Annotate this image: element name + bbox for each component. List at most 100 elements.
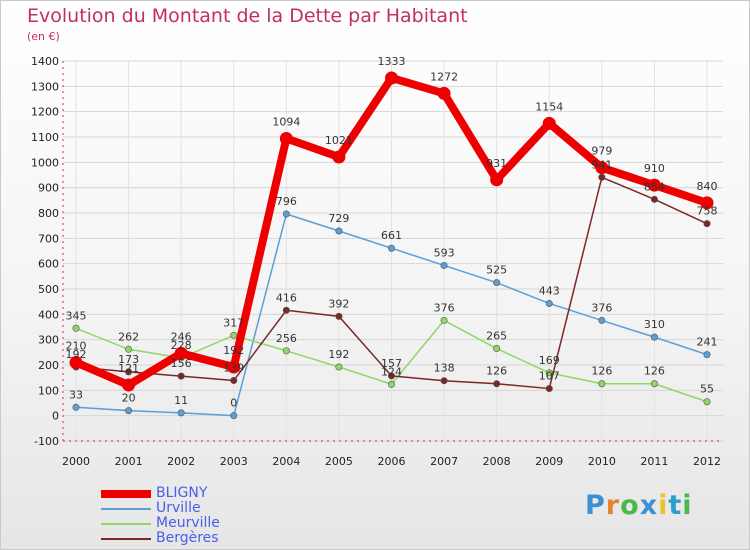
- data-point-bligny-2001: [122, 378, 136, 392]
- x-tick-label-2008: 2008: [483, 455, 511, 468]
- data-label-urville-2012: 241: [697, 336, 718, 349]
- y-tick-label--100: -100: [34, 435, 59, 448]
- data-labels: 33 20 11 0 796 729 661 593 525 443 376 310 241 345 262…: [66, 55, 718, 410]
- data-point-berg-res-2007: [440, 377, 448, 385]
- y-tick-label-1200: 1200: [31, 106, 59, 119]
- legend-label-berg-res: Bergères: [156, 530, 219, 546]
- data-label-berg-res-2002: 156: [171, 357, 192, 370]
- logo-letter: P: [585, 490, 606, 521]
- data-label-meurville-2000: 345: [66, 309, 87, 322]
- legend-label-meurville: Meurville: [156, 515, 220, 531]
- x-tick-label-2007: 2007: [430, 455, 458, 468]
- logo-letter: o: [620, 490, 640, 521]
- y-tick-label-300: 300: [38, 334, 59, 347]
- logo-letter: r: [605, 490, 621, 521]
- data-point-urville-2003: [230, 412, 238, 420]
- data-point-meurville-2010: [598, 380, 606, 388]
- data-label-bligny-2002: 246: [171, 330, 192, 343]
- data-label-urville-2000: 33: [69, 388, 83, 401]
- data-label-meurville-2012: 55: [700, 383, 714, 396]
- data-point-meurville-2012: [703, 398, 711, 406]
- data-label-berg-res-2006: 157: [381, 357, 402, 370]
- y-tick-labels: -100 0 100 200 300 400 500 600 700 800 900 1000 1100…: [31, 55, 59, 448]
- y-tick-label-200: 200: [38, 359, 59, 372]
- data-point-berg-res-2002: [177, 372, 185, 380]
- data-label-urville-2002: 11: [174, 394, 188, 407]
- data-label-meurville-2001: 262: [118, 330, 139, 343]
- data-label-berg-res-2003: 139: [223, 361, 244, 374]
- data-point-bligny-2008: [490, 173, 504, 187]
- data-point-meurville-2003: [230, 331, 238, 339]
- data-label-urville-2006: 661: [381, 229, 402, 242]
- y-tick-label-700: 700: [38, 232, 59, 245]
- y-tick-label-400: 400: [38, 308, 59, 321]
- data-point-urville-2005: [335, 227, 343, 235]
- data-point-bligny-2011: [647, 178, 661, 192]
- data-label-bligny-2011: 910: [644, 162, 665, 175]
- logo-letter: x: [639, 490, 659, 521]
- proxiti-logo: Proxiti: [585, 490, 693, 521]
- data-label-berg-res-2012: 758: [697, 205, 718, 218]
- legend-item-berg-res: Bergères: [101, 531, 220, 546]
- data-label-urville-2003: 0: [230, 397, 237, 410]
- data-point-bligny-2004: [279, 132, 293, 146]
- data-point-bligny-2010: [595, 161, 609, 175]
- data-point-urville-2012: [703, 351, 711, 359]
- data-point-bligny-2009: [542, 116, 556, 130]
- data-label-berg-res-2004: 416: [276, 291, 297, 304]
- data-label-bligny-2003: 192: [223, 344, 244, 357]
- data-point-berg-res-2011: [650, 195, 658, 203]
- data-label-berg-res-2007: 138: [434, 362, 455, 375]
- legend-item-bligny: BLIGNY: [101, 486, 220, 501]
- y-tick-label-800: 800: [38, 207, 59, 220]
- data-point-bligny-2003: [227, 360, 241, 374]
- y-tick-label-600: 600: [38, 258, 59, 271]
- data-point-urville-2007: [440, 261, 448, 269]
- legend-label-urville: Urville: [156, 500, 201, 516]
- data-point-berg-res-2012: [703, 220, 711, 228]
- x-tick-label-2005: 2005: [325, 455, 353, 468]
- logo-letter: i: [658, 490, 669, 521]
- data-point-urville-2000: [72, 403, 80, 411]
- data-label-berg-res-2011: 854: [644, 180, 665, 193]
- x-tick-label-2003: 2003: [220, 455, 248, 468]
- legend-swatch-meurville: [101, 522, 151, 525]
- data-point-bligny-2005: [332, 150, 346, 164]
- x-tick-label-2001: 2001: [115, 455, 143, 468]
- data-point-meurville-2005: [335, 363, 343, 371]
- series-berg-res: [72, 173, 711, 393]
- legend-item-urville: Urville: [101, 501, 220, 516]
- data-point-berg-res-2004: [282, 306, 290, 314]
- x-tick-labels: 2000 2001 2002 2003 2004 2005 2006 2007 2008 2009…: [62, 455, 721, 468]
- data-label-bligny-2000: 210: [66, 339, 87, 352]
- data-label-meurville-2003: 317: [223, 316, 244, 329]
- data-point-urville-2001: [125, 407, 133, 415]
- data-point-berg-res-2010: [598, 173, 606, 181]
- data-point-bligny-2002: [174, 346, 188, 360]
- data-point-berg-res-2003: [230, 376, 238, 384]
- data-label-bligny-2001: 121: [118, 362, 139, 375]
- data-point-bligny-2006: [385, 71, 398, 85]
- chart-title: Evolution du Montant de la Dette par Hab…: [27, 5, 468, 27]
- data-point-bligny-2007: [437, 86, 451, 100]
- data-label-urville-2010: 376: [591, 301, 612, 314]
- data-label-meurville-2002: 228: [171, 339, 192, 352]
- y-tick-label-0: 0: [52, 410, 59, 423]
- data-point-berg-res-2005: [335, 312, 343, 320]
- y-tick-label-100: 100: [38, 384, 59, 397]
- data-point-urville-2009: [545, 299, 553, 307]
- data-label-bligny-2006: 1333: [378, 55, 406, 68]
- data-point-bligny-2000: [69, 355, 83, 369]
- data-label-meurville-2009: 169: [539, 354, 560, 367]
- data-point-berg-res-2008: [493, 380, 501, 388]
- legend-swatch-bligny: [101, 489, 151, 498]
- data-label-meurville-2008: 265: [486, 330, 507, 343]
- legend-item-meurville: Meurville: [101, 516, 220, 531]
- y-tick-label-500: 500: [38, 283, 59, 296]
- data-label-bligny-2012: 840: [697, 180, 718, 193]
- data-label-berg-res-2008: 126: [486, 365, 507, 378]
- chart-unit: (en €): [27, 30, 60, 43]
- data-label-urville-2004: 796: [276, 195, 297, 208]
- data-point-meurville-2008: [493, 345, 501, 353]
- data-point-urville-2006: [387, 244, 395, 252]
